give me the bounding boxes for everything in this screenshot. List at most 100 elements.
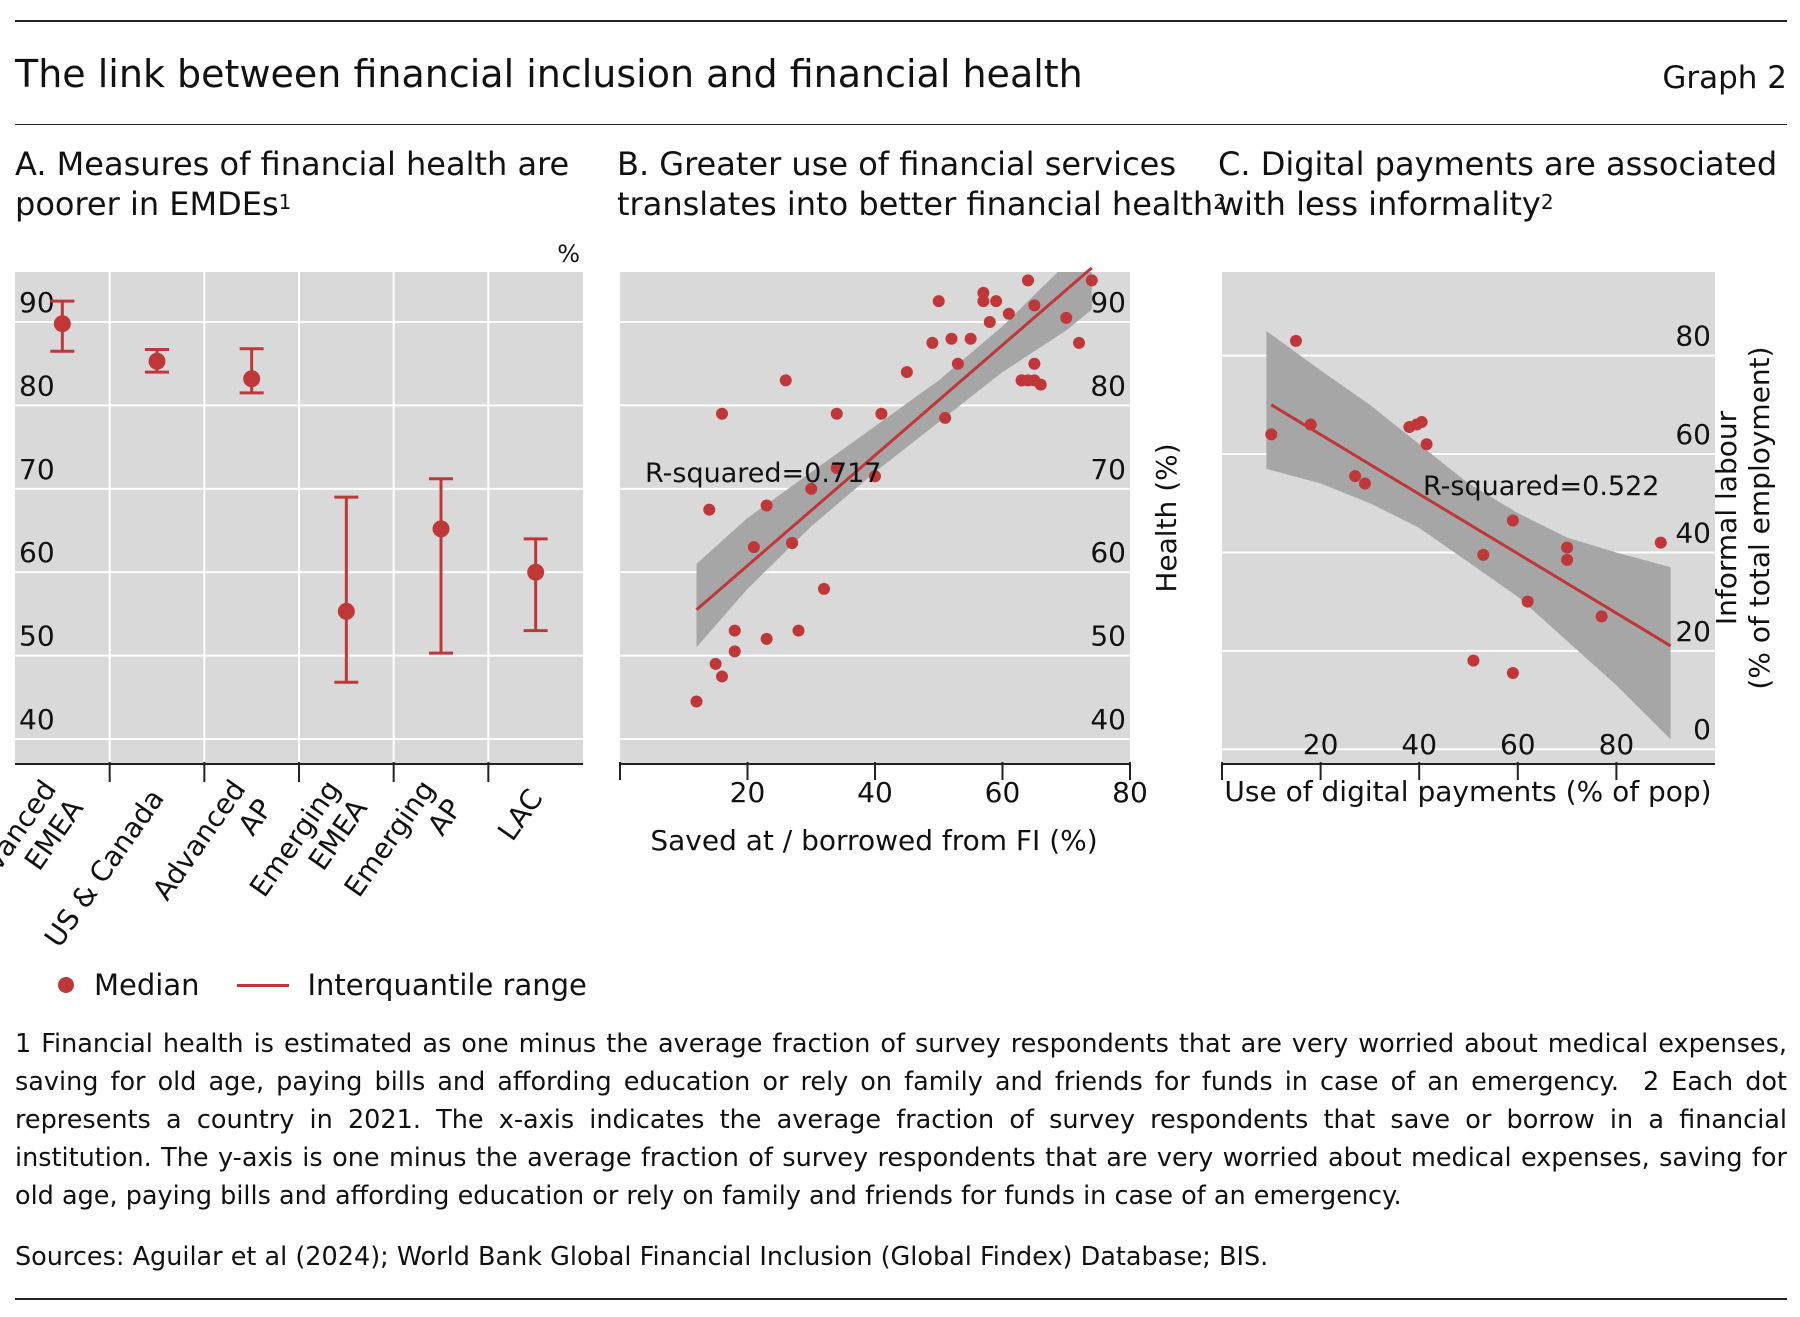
panel-b-point <box>939 411 952 424</box>
panel-b-point <box>1028 357 1041 370</box>
panel-b-point <box>792 624 805 637</box>
panel-a-ytick-label: 90 <box>19 286 55 319</box>
title-rule <box>15 124 1787 125</box>
panel-b-point <box>805 482 818 495</box>
panel-b-confidence-band <box>696 272 1092 648</box>
panel-a-ytick-label: 40 <box>19 703 55 736</box>
footnotes: 1 Financial health is estimated as one m… <box>15 1025 1787 1215</box>
graph-label: Graph 2 <box>1662 60 1787 96</box>
panel-a-title: A. Measures of financial health are poor… <box>15 144 569 224</box>
panel-c-confidence-band <box>1266 331 1671 740</box>
panel-c-fit-line <box>1270 403 1672 648</box>
panel-b-title-line1: B. Greater use of financial services <box>617 145 1177 183</box>
top-rule <box>15 20 1787 22</box>
legend-range-label: Interquantile range <box>307 968 587 1002</box>
panel-b-point <box>945 332 958 345</box>
panel-a-ytick-label: 50 <box>19 620 55 653</box>
panel-c-point <box>1521 595 1534 608</box>
panel-c-y-label: Informal labour(% of total employment) <box>1710 346 1776 689</box>
panel-b-point <box>830 407 843 420</box>
panel-b-point <box>703 503 716 516</box>
panel-c-title: C. Digital payments are associated with … <box>1218 144 1777 224</box>
panel-a-title-line1: A. Measures of financial health are <box>15 145 570 183</box>
panel-b-point <box>900 366 913 379</box>
panel-b-title-line2: translates into better financial health <box>617 185 1214 223</box>
panel-c-point <box>1265 428 1278 441</box>
panel-c-footnote-ref: 2 <box>1540 190 1554 214</box>
panel-b-xtick-label: 80 <box>1112 776 1148 809</box>
panel-b-point <box>1015 374 1028 387</box>
panel-c-xtick-label: 60 <box>1500 728 1536 761</box>
panel-b-point <box>760 632 773 645</box>
panel-c-xtick-label: 20 <box>1303 728 1339 761</box>
legend-median-label: Median <box>94 968 200 1002</box>
panel-c-y-label-line: Informal labour <box>1710 410 1743 625</box>
sources: Sources: Aguilar et al (2024); World Ban… <box>15 1242 1269 1272</box>
panel-b-point <box>728 645 741 658</box>
panel-c-point <box>1506 666 1519 679</box>
panel-b-ytick-label: 80 <box>1090 369 1126 402</box>
panel-c-point <box>1349 470 1362 483</box>
panel-a-ytick-label: 60 <box>19 536 55 569</box>
panel-b-point <box>1022 274 1034 287</box>
panel-c-ytick-label: 20 <box>1675 615 1711 648</box>
panel-a-ytick-label: 80 <box>19 369 55 402</box>
panel-c-point <box>1561 541 1574 554</box>
panel-b-point <box>716 407 728 420</box>
panel-c-y-label-line: (% of total employment) <box>1743 346 1776 689</box>
panel-c-ytick-label: 80 <box>1675 320 1711 353</box>
panel-a-category-label: LAC <box>491 783 549 847</box>
panel-b-y-label: Health (%) <box>1150 443 1183 592</box>
panel-a-category-label: EmergingAP <box>338 774 469 922</box>
panel-c-clipped-layer <box>1266 331 1671 740</box>
panel-b-point <box>964 332 977 345</box>
panel-a-median-dot <box>337 602 355 620</box>
panel-a-category-label: AdvancedAP <box>146 774 279 925</box>
panel-a-title-line2: poorer in EMDEs <box>15 185 279 223</box>
panel-b-plot-area <box>620 272 1130 764</box>
panel-c-point <box>1289 334 1302 347</box>
panel-a-median-dot <box>527 563 545 581</box>
panel-b-point <box>932 295 945 308</box>
panel-b-chart: 40 50 60 70 80 90 R-squared=0.717 20 40 60 80 Saved… <box>619 266 1183 857</box>
footnote-1: 1 Financial health is estimated as one m… <box>15 1029 1787 1097</box>
panel-b-point <box>690 695 703 708</box>
panel-c-chart: 0 20 40 60 80 R-squared=0.522 20 40 60 80 Use of d… <box>1221 272 1776 808</box>
panel-b-x-label: Saved at / borrowed from FI (%) <box>650 824 1097 857</box>
panel-b-point <box>786 537 799 550</box>
panel-b-point <box>990 295 1003 308</box>
panel-a-category-label-line: Advanced <box>146 774 252 906</box>
panel-b-point <box>716 670 728 683</box>
panel-c-ytick-label: 60 <box>1675 418 1711 451</box>
panel-b-point <box>951 357 964 370</box>
panel-b-point <box>709 657 722 670</box>
panel-c-ytick-label: 0 <box>1693 713 1711 746</box>
panel-b-point <box>760 499 773 512</box>
panel-c-point <box>1477 548 1490 561</box>
panel-c-point <box>1595 610 1608 623</box>
panel-a-ytick-label: 70 <box>19 453 55 486</box>
panel-b-point <box>1028 299 1041 312</box>
panel-c-xtick-label: 80 <box>1599 728 1635 761</box>
panel-a-footnote-ref: 1 <box>278 190 292 214</box>
panel-a-unit-label: % <box>557 240 580 268</box>
panel-c-xtick-label: 40 <box>1401 728 1437 761</box>
panel-b-point <box>977 295 990 308</box>
panel-c-point <box>1506 514 1519 527</box>
panel-b-title: B. Greater use of financial services tra… <box>617 144 1226 224</box>
panel-b-point <box>747 541 760 554</box>
panel-a-median-dot <box>148 352 166 370</box>
panel-a-median-dot <box>243 370 261 388</box>
panel-b-point <box>875 407 888 420</box>
panel-a-category-label-line: LAC <box>491 783 549 847</box>
panel-b-footnote-ref: 2 <box>1213 190 1226 214</box>
legend-median-marker <box>58 977 74 993</box>
bottom-rule <box>15 1298 1787 1300</box>
panel-b-ytick-label: 50 <box>1090 620 1126 653</box>
panel-b-point <box>830 461 843 474</box>
panel-c-point <box>1415 416 1428 429</box>
panel-c-point <box>1467 654 1480 667</box>
panel-a-category-label: EmergingEMEA <box>243 774 374 922</box>
